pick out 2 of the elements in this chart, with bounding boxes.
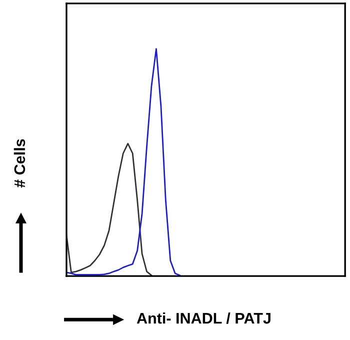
y-axis-title: # Cells bbox=[14, 139, 26, 188]
x-axis-title: Anti- INADL / PATJ bbox=[136, 312, 270, 324]
